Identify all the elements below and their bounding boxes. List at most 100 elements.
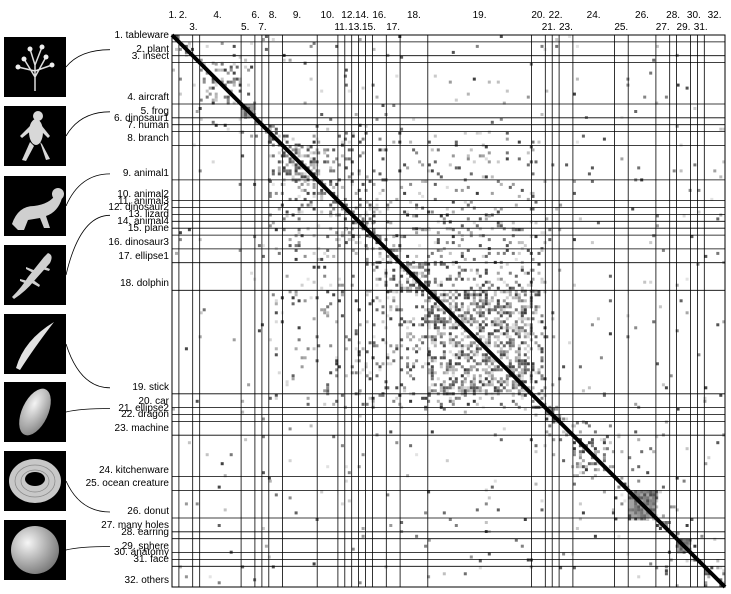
similarity-cell	[531, 311, 535, 315]
similarity-cell	[690, 558, 694, 562]
similarity-cell	[268, 396, 272, 400]
similarity-cell	[297, 185, 301, 189]
similarity-cell	[445, 459, 449, 463]
similarity-cell	[496, 271, 500, 275]
similarity-cell	[484, 362, 488, 366]
similarity-cell	[540, 332, 544, 336]
similarity-cell	[460, 207, 464, 211]
similarity-cell	[347, 157, 351, 161]
similarity-cell	[490, 383, 494, 387]
similarity-cell	[490, 368, 494, 372]
column-label: 30.	[686, 10, 701, 21]
similarity-cell	[490, 283, 494, 287]
similarity-cell	[505, 131, 509, 135]
similarity-cell	[192, 83, 196, 87]
similarity-cell	[484, 145, 488, 149]
similarity-cell	[294, 145, 298, 149]
similarity-cell	[463, 200, 467, 204]
similarity-cell	[505, 341, 509, 345]
similarity-cell	[306, 396, 310, 400]
similarity-cell	[436, 172, 440, 176]
similarity-cell	[534, 482, 538, 486]
similarity-cell	[271, 38, 275, 41]
similarity-cell	[716, 566, 720, 570]
similarity-cell	[559, 566, 563, 570]
similarity-cell	[291, 163, 295, 167]
similarity-cell	[427, 268, 431, 272]
similarity-cell	[268, 224, 272, 228]
similarity-cell	[347, 231, 351, 235]
similarity-cell	[572, 447, 576, 451]
similarity-cell	[340, 283, 344, 287]
similarity-cell	[484, 353, 488, 357]
similarity-cell	[722, 160, 726, 164]
similarity-cell	[309, 203, 313, 207]
similarity-cell	[448, 220, 452, 224]
similarity-cell	[710, 566, 714, 570]
similarity-cell	[493, 305, 497, 309]
similarity-cell	[551, 383, 555, 387]
similarity-cell	[517, 228, 521, 232]
similarity-cell	[478, 380, 482, 384]
leader-line	[65, 111, 111, 137]
similarity-cell	[534, 160, 538, 164]
similarity-cell	[584, 444, 588, 448]
similarity-cell	[457, 231, 461, 235]
similarity-cell	[517, 374, 521, 378]
similarity-cell	[436, 248, 440, 252]
similarity-cell	[481, 290, 485, 294]
similarity-cell	[466, 347, 470, 351]
similarity-cell	[306, 347, 310, 351]
similarity-cell	[661, 485, 665, 489]
similarity-cell	[722, 569, 726, 573]
similarity-cell	[214, 98, 218, 102]
similarity-cell	[472, 299, 476, 303]
similarity-cell	[244, 438, 248, 442]
similarity-cell	[562, 417, 566, 421]
similarity-cell	[466, 277, 470, 281]
similarity-cell	[517, 347, 521, 351]
similarity-cell	[250, 271, 254, 275]
similarity-cell	[238, 182, 242, 186]
similarity-cell	[469, 302, 473, 306]
similarity-cell	[268, 191, 272, 195]
similarity-cell	[351, 134, 355, 138]
similarity-cell	[517, 329, 521, 333]
similarity-cell	[508, 286, 512, 290]
similarity-cell	[478, 314, 482, 318]
similarity-cell	[481, 368, 485, 372]
similarity-cell	[332, 148, 336, 152]
similarity-cell	[241, 154, 245, 158]
similarity-cell	[490, 374, 494, 378]
similarity-cell	[312, 157, 316, 161]
similarity-cell	[361, 220, 365, 224]
similarity-cell	[323, 265, 327, 269]
similarity-cell	[460, 254, 464, 258]
similarity-cell	[323, 251, 327, 255]
similarity-cell	[481, 389, 485, 393]
similarity-cell	[271, 565, 275, 569]
similarity-cell	[205, 71, 209, 75]
similarity-cell	[517, 283, 521, 287]
similarity-cell	[466, 344, 470, 348]
similarity-cell	[288, 160, 292, 164]
similarity-cell	[520, 544, 524, 548]
similarity-cell	[511, 221, 515, 225]
similarity-cell	[297, 228, 301, 232]
similarity-cell	[469, 320, 473, 324]
similarity-cell	[620, 157, 624, 161]
similarity-cell	[400, 383, 404, 387]
similarity-cell	[716, 251, 720, 255]
similarity-cell	[361, 217, 365, 221]
similarity-cell	[517, 311, 521, 315]
similarity-cell	[575, 44, 579, 48]
similarity-cell	[596, 317, 600, 321]
similarity-cell	[534, 341, 538, 345]
similarity-cell	[578, 456, 582, 460]
similarity-cell	[481, 234, 485, 238]
similarity-cell	[418, 262, 422, 266]
similarity-cell	[300, 234, 304, 238]
similarity-cell	[205, 89, 209, 93]
similarity-cell	[511, 341, 515, 345]
similarity-cell	[326, 386, 330, 390]
